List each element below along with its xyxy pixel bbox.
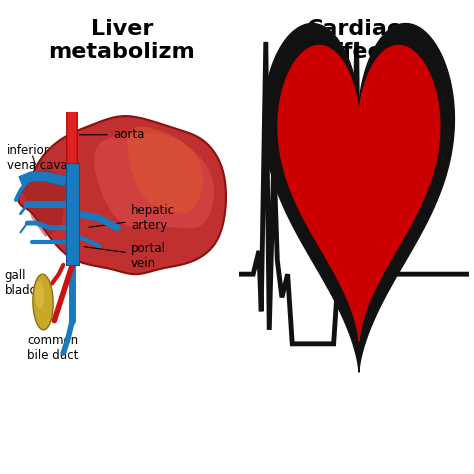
- Polygon shape: [23, 167, 68, 237]
- Text: portal
vein: portal vein: [84, 242, 166, 270]
- Text: inferior
vena cava: inferior vena cava: [7, 144, 68, 172]
- Polygon shape: [18, 116, 226, 274]
- Polygon shape: [264, 24, 455, 372]
- Polygon shape: [278, 46, 440, 341]
- Ellipse shape: [35, 281, 44, 309]
- Polygon shape: [65, 163, 79, 265]
- Text: aorta: aorta: [80, 128, 144, 141]
- Polygon shape: [128, 127, 203, 213]
- Text: gall
bladder: gall bladder: [5, 269, 50, 298]
- Text: hepatic
artery: hepatic artery: [89, 204, 175, 232]
- Polygon shape: [94, 134, 214, 228]
- Text: Cardiac
effect: Cardiac effect: [307, 18, 401, 62]
- Text: Liver
metabolizm: Liver metabolizm: [48, 18, 195, 62]
- Text: common
bile duct: common bile duct: [27, 335, 79, 363]
- Ellipse shape: [33, 274, 53, 330]
